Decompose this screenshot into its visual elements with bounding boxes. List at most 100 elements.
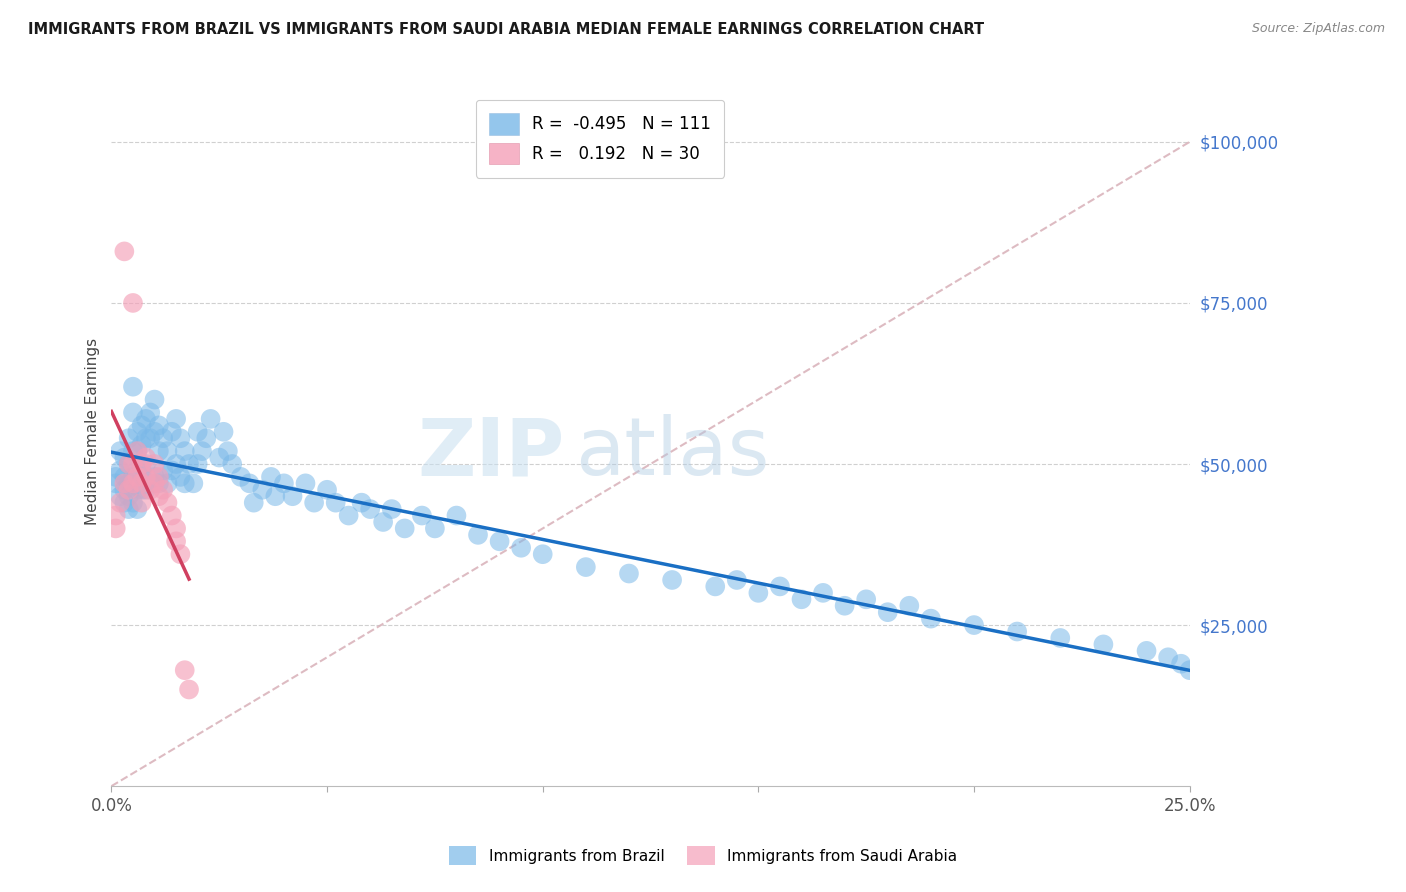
- Point: [143, 457, 166, 471]
- Point: [195, 431, 218, 445]
- Point: [165, 521, 187, 535]
- Point: [302, 496, 325, 510]
- Point: [118, 483, 141, 497]
- Point: [920, 612, 942, 626]
- Point: [160, 508, 183, 523]
- Point: [118, 489, 141, 503]
- Point: [135, 412, 157, 426]
- Point: [165, 534, 187, 549]
- Point: [446, 508, 468, 523]
- Point: [152, 463, 174, 477]
- Point: [575, 560, 598, 574]
- Point: [177, 682, 200, 697]
- Point: [187, 457, 209, 471]
- Point: [122, 470, 145, 484]
- Point: [790, 592, 813, 607]
- Point: [1092, 637, 1115, 651]
- Point: [165, 412, 187, 426]
- Point: [152, 483, 174, 497]
- Point: [273, 476, 295, 491]
- Text: IMMIGRANTS FROM BRAZIL VS IMMIGRANTS FROM SAUDI ARABIA MEDIAN FEMALE EARNINGS CO: IMMIGRANTS FROM BRAZIL VS IMMIGRANTS FRO…: [28, 22, 984, 37]
- Point: [963, 618, 986, 632]
- Point: [143, 425, 166, 439]
- Point: [143, 470, 166, 484]
- Point: [242, 496, 264, 510]
- Point: [381, 502, 404, 516]
- Point: [139, 476, 162, 491]
- Text: ZIP: ZIP: [418, 414, 564, 492]
- Point: [394, 521, 416, 535]
- Point: [122, 296, 145, 310]
- Point: [1170, 657, 1192, 671]
- Point: [488, 534, 510, 549]
- Point: [217, 444, 239, 458]
- Point: [127, 444, 149, 458]
- Point: [122, 380, 145, 394]
- Point: [135, 450, 157, 465]
- Point: [118, 457, 141, 471]
- Y-axis label: Median Female Earnings: Median Female Earnings: [86, 338, 100, 525]
- Point: [238, 476, 260, 491]
- Point: [131, 438, 153, 452]
- Point: [118, 431, 141, 445]
- Point: [316, 483, 339, 497]
- Point: [200, 412, 222, 426]
- Point: [531, 547, 554, 561]
- Point: [252, 483, 274, 497]
- Point: [118, 502, 141, 516]
- Point: [350, 496, 373, 510]
- Point: [127, 502, 149, 516]
- Point: [156, 496, 179, 510]
- Point: [165, 457, 187, 471]
- Point: [122, 444, 145, 458]
- Point: [160, 425, 183, 439]
- Point: [160, 463, 183, 477]
- Point: [208, 450, 231, 465]
- Point: [139, 483, 162, 497]
- Point: [294, 476, 316, 491]
- Point: [156, 476, 179, 491]
- Point: [127, 425, 149, 439]
- Point: [108, 496, 131, 510]
- Point: [108, 463, 131, 477]
- Point: [191, 444, 214, 458]
- Point: [876, 605, 898, 619]
- Point: [127, 463, 149, 477]
- Point: [187, 425, 209, 439]
- Text: Source: ZipAtlas.com: Source: ZipAtlas.com: [1251, 22, 1385, 36]
- Point: [769, 579, 792, 593]
- Point: [148, 470, 170, 484]
- Point: [122, 476, 145, 491]
- Point: [127, 444, 149, 458]
- Point: [173, 663, 195, 677]
- Point: [747, 586, 769, 600]
- Point: [131, 463, 153, 477]
- Point: [112, 450, 135, 465]
- Point: [112, 483, 135, 497]
- Point: [221, 457, 243, 471]
- Point: [143, 392, 166, 407]
- Point: [661, 573, 683, 587]
- Point: [104, 470, 127, 484]
- Point: [148, 444, 170, 458]
- Point: [108, 444, 131, 458]
- Point: [104, 521, 127, 535]
- Point: [337, 508, 360, 523]
- Point: [855, 592, 877, 607]
- Point: [834, 599, 856, 613]
- Point: [139, 405, 162, 419]
- Point: [212, 425, 235, 439]
- Point: [169, 547, 191, 561]
- Point: [112, 244, 135, 259]
- Point: [325, 496, 347, 510]
- Point: [617, 566, 640, 581]
- Point: [1005, 624, 1028, 639]
- Point: [131, 483, 153, 497]
- Point: [359, 502, 381, 516]
- Point: [173, 444, 195, 458]
- Point: [725, 573, 748, 587]
- Point: [704, 579, 727, 593]
- Point: [143, 476, 166, 491]
- Point: [183, 476, 205, 491]
- Point: [104, 508, 127, 523]
